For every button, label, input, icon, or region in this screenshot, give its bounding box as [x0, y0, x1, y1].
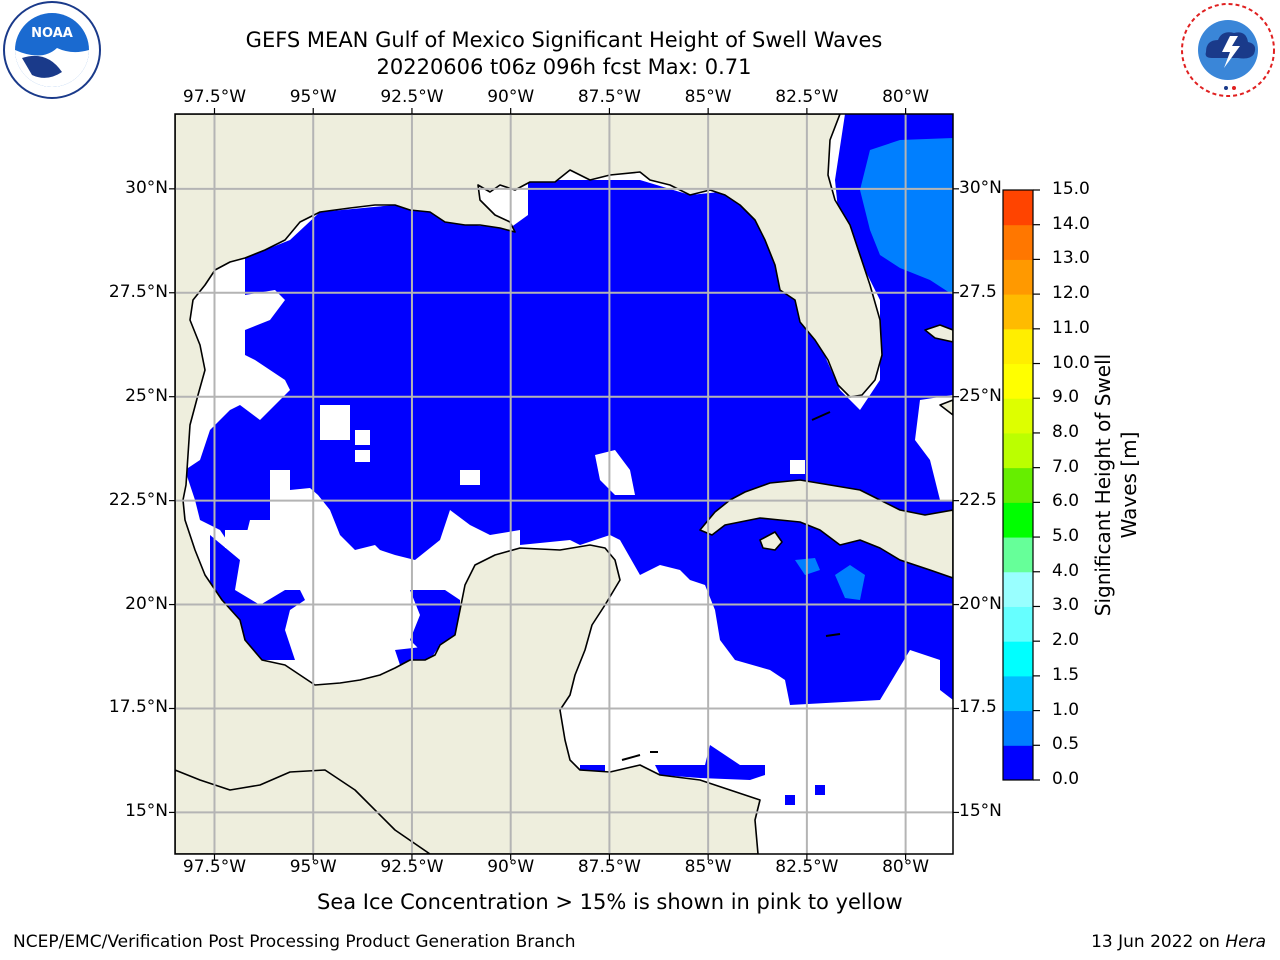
noaa-logo-text: NOAA [31, 26, 73, 41]
colorbar-title: Significant Height of Swell Waves [m] [1091, 353, 1141, 617]
lat-label-left: 27.5°N [108, 281, 168, 302]
lon-label-bottom: 97.5°W [182, 857, 247, 877]
lon-label-top: 92.5°W [380, 87, 444, 107]
lon-label-bottom: 90°W [487, 857, 535, 877]
colorbar-block [1003, 641, 1033, 677]
colorbar-tick-label: 6.0 [1052, 491, 1080, 512]
colorbar-block [1003, 675, 1033, 712]
colorbar-tick-label: 9.0 [1052, 387, 1080, 408]
colorbar-block [1003, 432, 1033, 469]
colorbar-tick-label: 0.0 [1052, 769, 1080, 789]
swell-field-low [785, 795, 795, 805]
colorbar-block [1003, 259, 1033, 295]
swell-field-low [815, 785, 825, 795]
lon-label-bottom: 82.5°W [775, 857, 839, 877]
colorbar-block [1003, 710, 1033, 746]
lon-label-top: 80°W [882, 87, 930, 107]
colorbar [1002, 189, 1040, 781]
colorbar-tick-label: 1.5 [1052, 664, 1080, 685]
colorbar-tick-label: 1.0 [1052, 699, 1080, 720]
lon-label-top: 97.5°W [182, 87, 247, 107]
lat-label-right: 27.5 [959, 281, 997, 302]
colorbar-tick-label: 12.0 [1052, 283, 1090, 304]
chart-subtitle: 20220606 t06z 096h fcst Max: 0.71 [376, 55, 752, 79]
lat-label-right: 30°N [959, 177, 1002, 198]
nws-logo [1181, 3, 1275, 97]
keys-island [811, 411, 831, 421]
swell-field-low [210, 535, 305, 660]
lon-label-top: 90°W [487, 87, 535, 107]
lat-label-left: 22.5°N [108, 489, 168, 510]
lat-label-left: 17.5°N [108, 697, 168, 718]
lat-label-right: 25°N [959, 385, 1002, 406]
swell-field-mid [835, 565, 865, 600]
lat-label-right: 20°N [959, 593, 1002, 614]
lon-label-top: 82.5°W [775, 87, 839, 107]
colorbar-tick-label: 2.0 [1052, 630, 1080, 651]
colorbar-tick-label: 13.0 [1052, 248, 1090, 269]
colorbar-block [1003, 328, 1033, 365]
colorbar-block [1003, 190, 1033, 226]
colorbar-block [1003, 502, 1033, 538]
lon-label-bottom: 92.5°W [380, 857, 444, 877]
footer-credit: NCEP/EMC/Verification Post Processing Pr… [13, 932, 576, 952]
lon-label-top: 87.5°W [577, 87, 641, 107]
colorbar-tick-label: 15.0 [1052, 179, 1090, 199]
colorbar-block [1003, 537, 1033, 573]
colorbar-tick-label: 7.0 [1052, 456, 1080, 477]
noaa-logo: NOAA [3, 1, 101, 99]
colorbar-tick-label: 5.0 [1052, 526, 1080, 547]
map-frame [174, 113, 954, 855]
lon-label-bottom: 80°W [882, 857, 930, 877]
lon-label-bottom: 85°W [684, 857, 732, 877]
lon-label-bottom: 87.5°W [577, 857, 641, 877]
lat-label-right: 17.5 [959, 697, 997, 718]
colorbar-tick-label: 0.5 [1052, 734, 1080, 755]
bay-island [621, 751, 658, 761]
footer-date: 13 Jun 2022 on Hera [1091, 932, 1266, 952]
colorbar-block [1003, 467, 1033, 503]
lon-label-top: 95°W [289, 87, 337, 107]
colorbar-block [1003, 571, 1033, 607]
colorbar-tick-label: 3.0 [1052, 595, 1080, 616]
swell-field-low [655, 745, 765, 780]
lat-label-right: 22.5 [959, 489, 997, 510]
chart-title: GEFS MEAN Gulf of Mexico Significant Hei… [245, 28, 883, 52]
colorbar-block [1003, 363, 1033, 399]
cayman-island [825, 633, 841, 637]
colorbar-block [1003, 745, 1033, 781]
colorbar-tick-label: 4.0 [1052, 560, 1080, 581]
colorbar-block [1003, 294, 1033, 330]
colorbar-tick-label: 10.0 [1052, 352, 1090, 373]
lon-label-bottom: 95°W [289, 857, 337, 877]
footer-date-text: 13 Jun 2022 on [1091, 932, 1226, 952]
lat-label-left: 15°N [125, 801, 168, 822]
footer-host: Hera [1225, 932, 1266, 952]
lat-label-left: 30°N [125, 177, 168, 198]
lat-label-left: 25°N [125, 385, 168, 406]
lat-label-left: 20°N [125, 593, 168, 614]
colorbar-block [1003, 398, 1033, 434]
colorbar-block [1003, 224, 1033, 260]
colorbar-block [1003, 606, 1033, 642]
lat-label-right: 15°N [959, 801, 1002, 822]
sea-ice-note: Sea Ice Concentration > 15% is shown in … [317, 890, 903, 914]
colorbar-tick-label: 11.0 [1052, 317, 1090, 338]
swell-field-low [185, 114, 953, 705]
colorbar-tick-label: 14.0 [1052, 213, 1090, 234]
gridlines [175, 114, 953, 854]
colorbar-tick-label: 8.0 [1052, 421, 1080, 442]
lon-label-top: 85°W [684, 87, 732, 107]
